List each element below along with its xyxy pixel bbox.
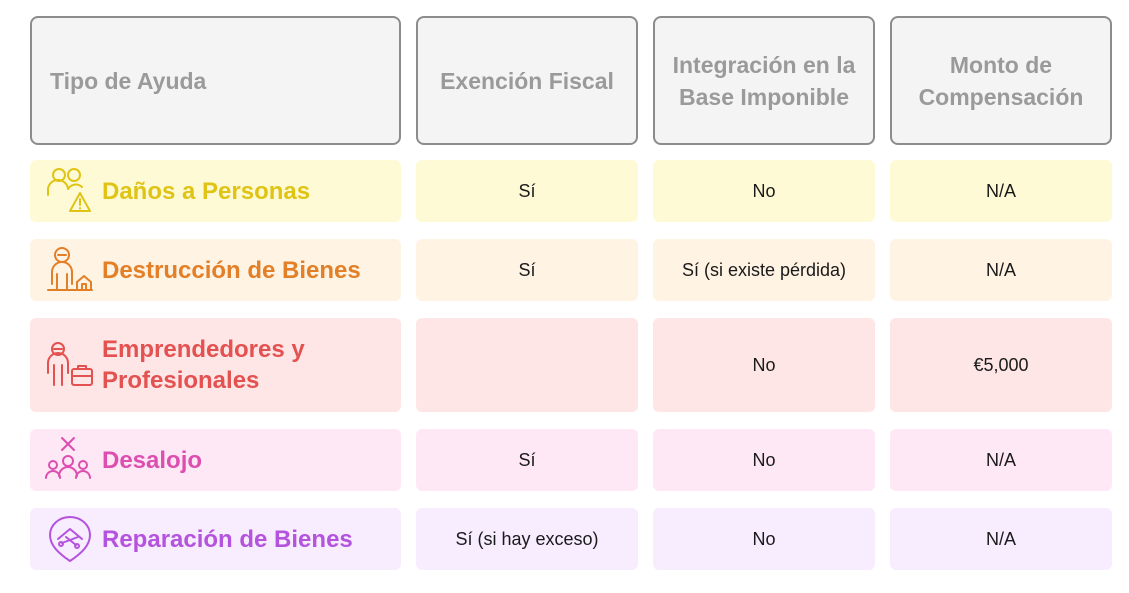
table-cell-tax-base: No bbox=[653, 318, 875, 412]
type-label: Daños a Personas bbox=[102, 177, 311, 205]
table-cell-compensation: N/A bbox=[890, 429, 1112, 491]
table-row-type: Desalojo bbox=[30, 429, 401, 491]
table-cell-compensation: N/A bbox=[890, 508, 1112, 570]
table-cell-tax-exemption bbox=[416, 318, 638, 412]
house-tools-icon bbox=[44, 513, 96, 565]
person-house-icon bbox=[44, 244, 96, 296]
table-row-type: Destrucción de Bienes bbox=[30, 239, 401, 301]
table-row-type: Emprendedores y Profesionales bbox=[30, 318, 401, 412]
header-type: Tipo de Ayuda bbox=[30, 16, 401, 145]
type-label: Destrucción de Bienes bbox=[102, 256, 361, 284]
header-compensation: Monto de Compensación bbox=[890, 16, 1112, 145]
table-cell-compensation: €5,000 bbox=[890, 318, 1112, 412]
table-cell-tax-exemption: Sí (si hay exceso) bbox=[416, 508, 638, 570]
table-cell-tax-exemption: Sí bbox=[416, 429, 638, 491]
header-tax-exemption: Exención Fiscal bbox=[416, 16, 638, 145]
table-cell-compensation: N/A bbox=[890, 239, 1112, 301]
table-cell-tax-exemption: Sí bbox=[416, 160, 638, 222]
table-cell-compensation: N/A bbox=[890, 160, 1112, 222]
table-cell-tax-exemption: Sí bbox=[416, 239, 638, 301]
people-warning-icon bbox=[44, 165, 96, 217]
professional-briefcase-icon bbox=[44, 339, 96, 391]
table-cell-tax-base: Sí (si existe pérdida) bbox=[653, 239, 875, 301]
table-cell-tax-base: No bbox=[653, 429, 875, 491]
people-x-icon bbox=[44, 434, 96, 486]
type-label: Desalojo bbox=[102, 446, 203, 474]
table-cell-tax-base: No bbox=[653, 160, 875, 222]
type-label: Emprendedores y Profesionales bbox=[102, 336, 305, 394]
table-row-type: Reparación de Bienes bbox=[30, 508, 401, 570]
type-label: Reparación de Bienes bbox=[102, 525, 353, 553]
header-tax-base: Integración en la Base Imponible bbox=[653, 16, 875, 145]
table-row-type: Daños a Personas bbox=[30, 160, 401, 222]
table-cell-tax-base: No bbox=[653, 508, 875, 570]
